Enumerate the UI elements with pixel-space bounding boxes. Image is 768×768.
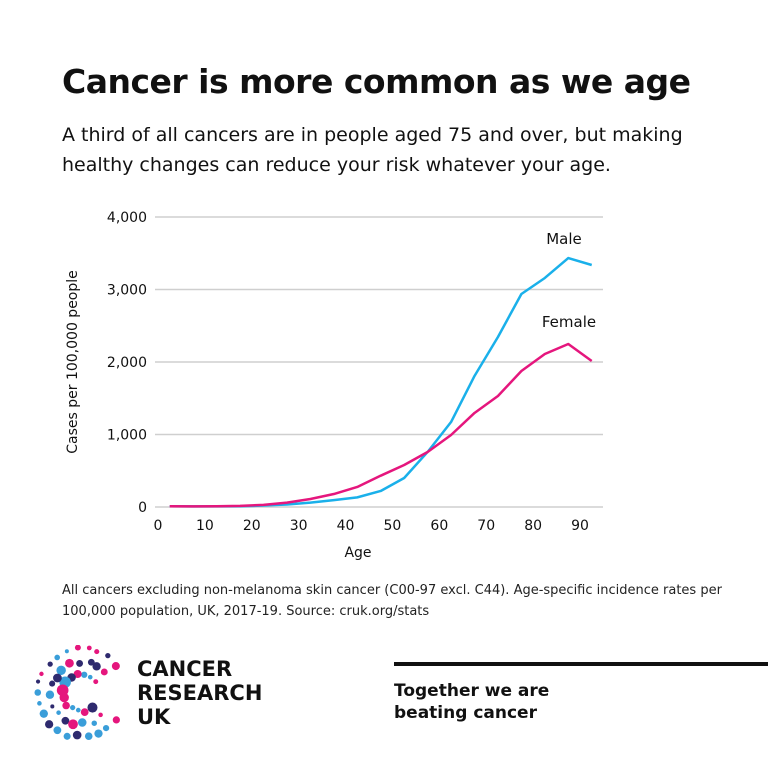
logo-dot: [53, 673, 62, 683]
logo-dot: [87, 702, 98, 713]
logo-dot: [68, 719, 78, 730]
y-tick-label: 3,000: [107, 283, 147, 299]
logo-dot: [64, 649, 69, 654]
logo-dot: [37, 701, 42, 706]
logo-dot: [59, 692, 69, 703]
logo-dot: [53, 726, 62, 735]
logo-dot: [86, 645, 92, 651]
logo-dot: [39, 709, 48, 718]
x-tick-label: 0: [154, 518, 163, 534]
x-tick-label: 70: [477, 518, 495, 534]
series-label-male: Male: [546, 230, 582, 248]
logo-dot: [84, 732, 93, 740]
logo-dot: [62, 701, 70, 710]
x-tick-label: 50: [384, 518, 402, 534]
logo-dot: [45, 720, 54, 729]
y-tick-label: 4,000: [107, 210, 147, 226]
logo-dot: [100, 668, 108, 676]
logo-dot: [61, 716, 70, 725]
logo-dot: [81, 671, 88, 678]
series-label-female: Female: [542, 313, 596, 331]
y-tick-label: 2,000: [107, 355, 147, 371]
logo-dot: [70, 704, 76, 711]
page-title: Cancer is more common as we age: [62, 62, 691, 101]
x-axis-label: Age: [344, 545, 371, 561]
logo-dot: [93, 679, 99, 685]
x-tick-label: 10: [196, 518, 214, 534]
tagline: Together we are beating cancer: [394, 680, 549, 724]
logo-dot: [98, 712, 103, 718]
logo-dot: [49, 680, 56, 687]
logo-dot: [50, 704, 55, 709]
logo-dot: [45, 690, 55, 699]
logo-dot: [56, 710, 61, 715]
logo-dot: [72, 730, 82, 740]
x-tick-label: 20: [243, 518, 261, 534]
logo-dot: [80, 708, 89, 717]
series-line-male: [169, 256, 593, 508]
x-tick-label: 60: [430, 518, 448, 534]
logo-line: UK: [137, 705, 171, 729]
logo-dot: [76, 659, 84, 667]
logo-dot: [35, 679, 41, 684]
logo-text: CANCER RESEARCH UK: [137, 657, 262, 729]
logo-dot: [73, 670, 82, 678]
logo-dot: [54, 654, 61, 661]
x-tick-label: 30: [290, 518, 308, 534]
logo-dot: [112, 716, 120, 724]
tagline-line: beating cancer: [394, 703, 537, 723]
logo-dot: [77, 718, 87, 727]
logo-dot: [87, 674, 93, 680]
logo-dot: [102, 724, 110, 732]
logo-dot: [63, 732, 71, 740]
logo-dot: [94, 729, 103, 738]
logo-dot: [91, 720, 97, 726]
x-tick-label: 80: [524, 518, 542, 534]
logo-dot: [92, 662, 101, 671]
page-subtitle: A third of all cancers are in people age…: [62, 124, 683, 176]
series-line-female: [169, 342, 593, 508]
logo-dot: [75, 707, 81, 713]
footnote: All cancers excluding non-melanoma skin …: [62, 583, 722, 619]
logo-dot: [56, 665, 66, 676]
logo-dot: [39, 671, 44, 677]
y-axis-label: Cases per 100,000 people: [65, 270, 81, 454]
logo-line: CANCER: [137, 657, 233, 681]
y-tick-label: 0: [138, 500, 147, 516]
logo-dot: [34, 689, 42, 696]
y-tick-label: 1,000: [107, 428, 147, 444]
logo-line: RESEARCH: [137, 681, 263, 705]
cruk-logo-icon: [34, 645, 120, 740]
logo-dot: [94, 649, 100, 655]
logo-dot: [111, 662, 120, 671]
logo-dot: [65, 658, 74, 668]
x-tick-label: 40: [337, 518, 355, 534]
x-tick-label: 90: [571, 518, 589, 534]
divider: [394, 662, 768, 666]
logo-dot: [105, 652, 111, 659]
logo-dot: [47, 661, 53, 667]
logo-dot: [74, 645, 81, 651]
line-chart: 0 1,000 2,000 3,000 4,000 0 10 20 30 40 50 60 70 80 90…: [65, 210, 603, 561]
tagline-line: Together we are: [394, 681, 550, 701]
logo-dot: [87, 658, 95, 666]
